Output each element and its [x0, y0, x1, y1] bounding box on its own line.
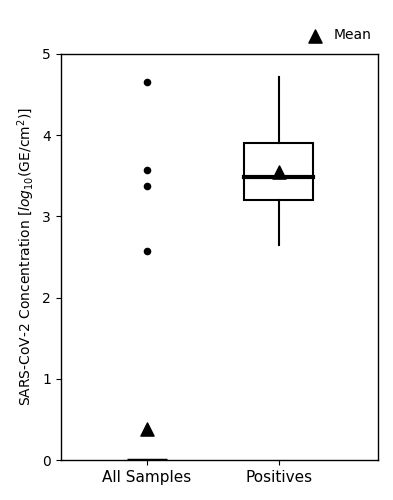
Point	[143, 78, 150, 86]
Point	[276, 168, 282, 175]
Legend: Mean: Mean	[301, 28, 371, 42]
Point	[143, 182, 150, 190]
Point	[143, 248, 150, 256]
Point	[143, 166, 150, 174]
Bar	[244, 144, 313, 200]
Y-axis label: SARS-CoV-2 Concentration [$log_{10}$(GE/cm$^2$)]: SARS-CoV-2 Concentration [$log_{10}$(GE/…	[15, 108, 37, 406]
Point	[143, 426, 150, 434]
